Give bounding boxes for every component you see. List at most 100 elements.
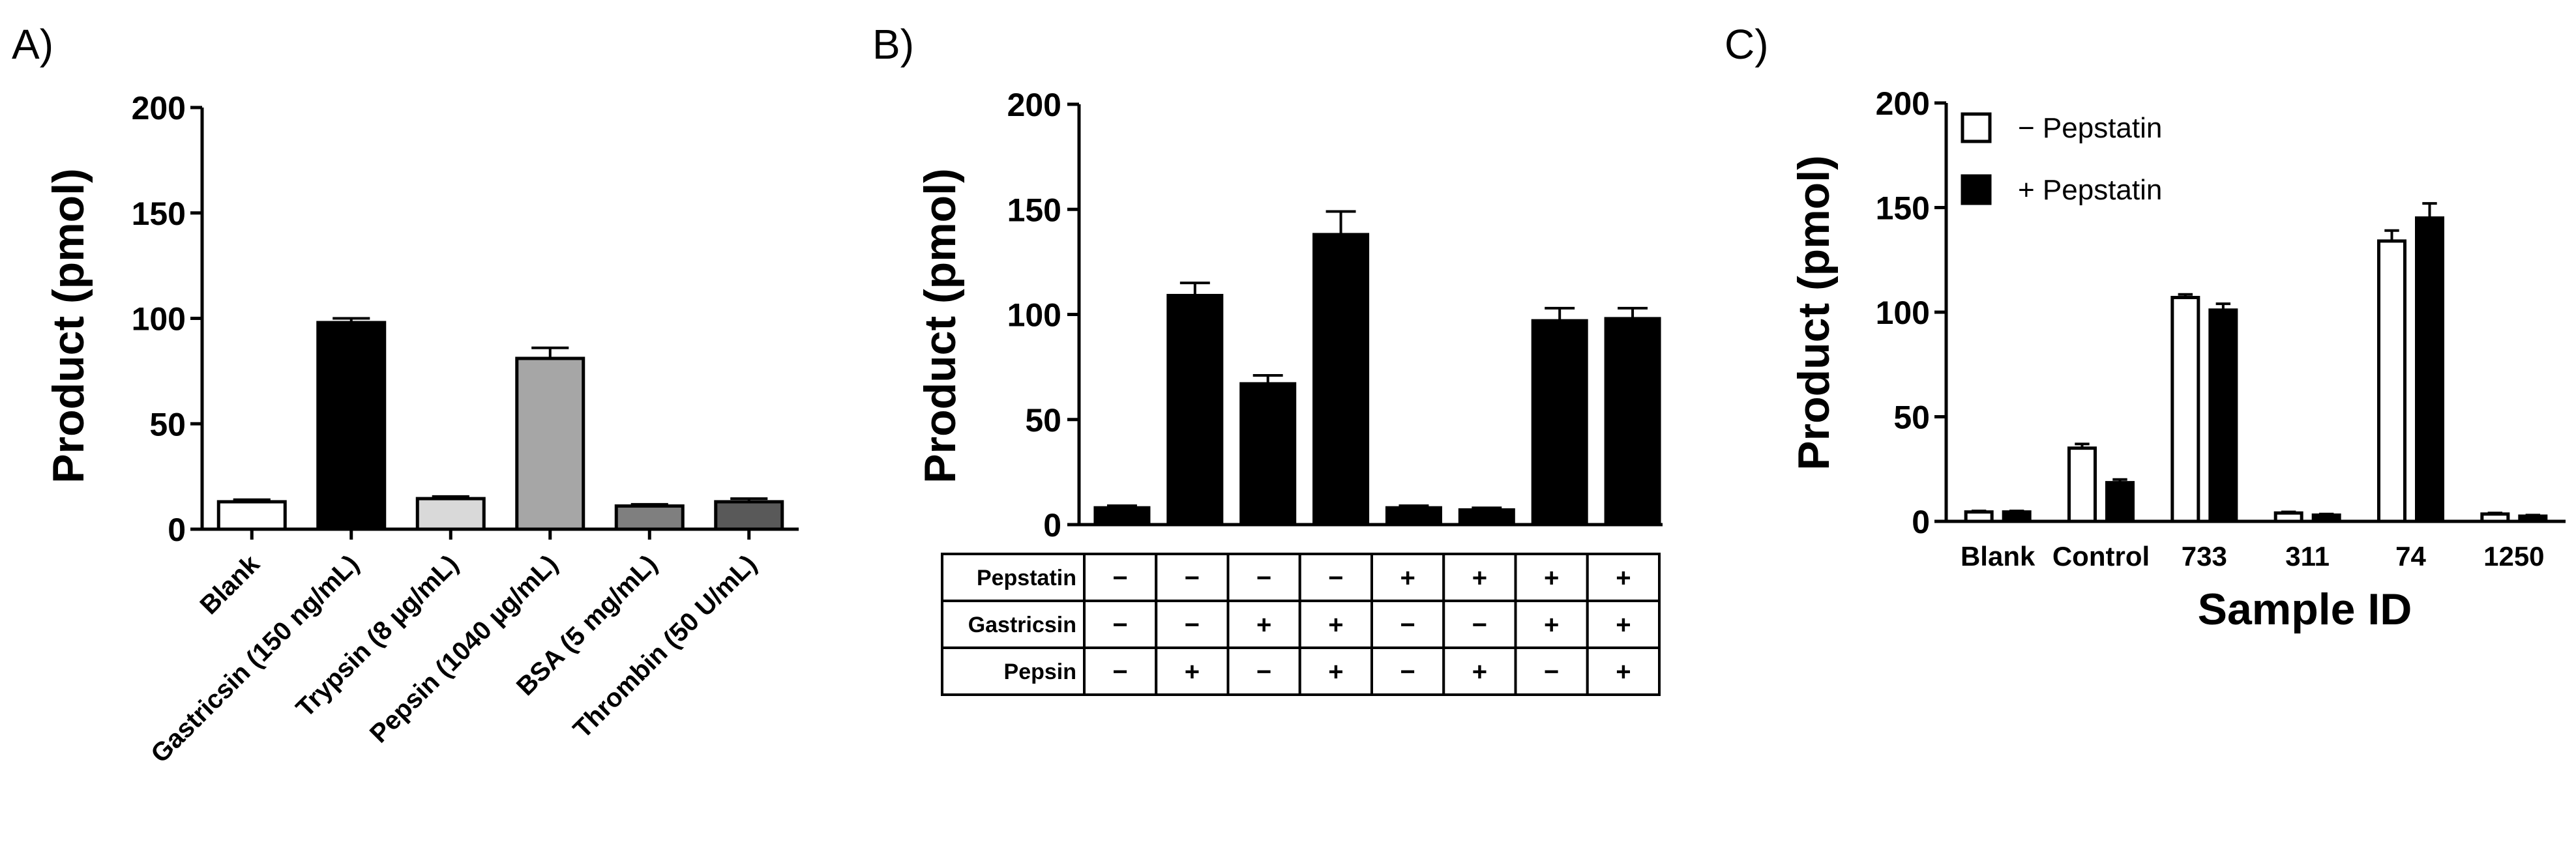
table-sign: + — [1616, 611, 1631, 639]
panel-c-bar — [2170, 296, 2200, 523]
panel-c-bar — [2067, 446, 2097, 523]
panel-c-bar — [2518, 514, 2548, 523]
table-row-label: Pepstatin — [977, 566, 1076, 590]
panel-c-label: C) — [1725, 21, 1769, 68]
panel-b-bar — [1093, 506, 1151, 527]
panel-c-bar — [2105, 481, 2135, 523]
y-tick-label: 50 — [149, 406, 186, 443]
panel-a-bar — [216, 500, 287, 531]
table-sign: + — [1328, 611, 1343, 639]
table-sign: − — [1328, 564, 1343, 592]
panel-a-bar — [316, 321, 387, 531]
table-sign: − — [1185, 564, 1200, 592]
y-tick-label: 100 — [1876, 295, 1930, 331]
panel-c-bar — [2002, 510, 2032, 523]
table-cell — [1514, 553, 1589, 602]
panel-a-label: A) — [12, 21, 53, 68]
panel-c-bar — [2273, 511, 2303, 523]
y-tick-label: 200 — [132, 90, 186, 126]
y-tick-label: 0 — [1912, 504, 1930, 540]
table-sign: + — [1616, 658, 1631, 686]
table-cell — [1586, 646, 1661, 696]
x-tick-label: Control — [2052, 541, 2150, 572]
y-tick-label: 0 — [1043, 507, 1061, 544]
panel-b-bar — [1239, 382, 1297, 527]
panel-c-bar-chart: C) Product (pmol) Sample ID 0 50 100 150 200… — [1725, 21, 2566, 634]
x-tick-label: Gastricsin (150 ng/mL) — [145, 549, 364, 768]
table-sign: − — [1256, 564, 1271, 592]
table-cell — [1083, 600, 1158, 649]
panel-b-y-ticks: 0 50 100 150 200 — [1007, 87, 1061, 544]
y-tick-label: 100 — [1007, 297, 1061, 334]
x-tick-label: Blank — [194, 549, 265, 620]
x-tick-label: Blank — [1961, 541, 2036, 572]
panel-c-bar — [2415, 216, 2444, 523]
table-sign: − — [1544, 658, 1559, 686]
panel-b-bar-chart: B) Product (pmol) 0 50 100 150 200 Pepstatin… — [872, 21, 1663, 696]
panel-b-bar — [1531, 319, 1588, 527]
table-sign: + — [1400, 564, 1415, 592]
panel-a-bar — [614, 504, 685, 531]
y-tick-label: 150 — [1007, 192, 1061, 228]
table-sign: + — [1544, 564, 1559, 592]
table-sign: + — [1472, 658, 1487, 686]
legend-entry: − Pepstatin — [2018, 112, 2162, 144]
panel-c-x-axis-title: Sample ID — [2198, 585, 2412, 634]
y-tick-label: 150 — [132, 196, 186, 232]
panel-b-treatment-table: Pepstatin − − − − + + + + Gastricsin − − + + − − + + Pepsi… — [941, 553, 1661, 696]
y-tick-label: 50 — [1025, 402, 1061, 439]
panel-c-legend: − Pepstatin + Pepstatin — [1961, 112, 2162, 206]
table-cell — [1155, 646, 1230, 696]
panel-a-bar — [415, 497, 486, 531]
table-cell — [1442, 553, 1517, 602]
table-sign: + — [1616, 564, 1631, 592]
panel-a-y-ticks: 0 50 100 150 200 — [132, 90, 186, 548]
table-sign: + — [1544, 611, 1559, 639]
table-row-label: Gastricsin — [968, 613, 1076, 637]
x-tick-label: Thrombin (50 U/mL) — [568, 549, 762, 744]
table-cell — [1298, 646, 1373, 696]
table-sign: − — [1112, 658, 1127, 686]
table-sign: + — [1185, 658, 1200, 686]
panel-c-bar — [1964, 510, 1994, 523]
table-cell — [1514, 646, 1589, 696]
table-sign: − — [1112, 564, 1127, 592]
table-sign: − — [1472, 611, 1487, 639]
panel-c-bar — [2377, 239, 2406, 523]
panel-a-axes — [190, 106, 799, 531]
panel-c-bars — [1964, 202, 2548, 523]
legend-swatch — [1961, 174, 1992, 205]
panel-b-bar — [1312, 233, 1370, 527]
y-tick-label: 50 — [1893, 399, 1930, 436]
panel-a-bars — [216, 317, 784, 540]
table-sign: − — [1400, 658, 1415, 686]
table-row-header-cell — [941, 553, 1086, 602]
table-cell — [1226, 646, 1301, 696]
x-tick-label: Trypsin (8 µg/mL) — [291, 549, 464, 723]
panel-a-y-axis-title: Product (pmol) — [44, 168, 93, 484]
panel-b-bar — [1458, 508, 1515, 527]
x-tick-label: 311 — [2285, 541, 2330, 572]
table-cell — [1370, 646, 1445, 696]
x-tick-label: 733 — [2182, 541, 2227, 572]
x-tick-label: 74 — [2395, 541, 2426, 572]
panel-c-bar — [2311, 513, 2341, 523]
panel-c-axes — [1934, 101, 2566, 523]
table-sign: − — [1256, 658, 1271, 686]
y-tick-label: 150 — [1876, 190, 1930, 227]
panel-c-y-ticks: 0 50 100 150 200 — [1876, 85, 1930, 540]
table-sign: + — [1472, 564, 1487, 592]
table-sign: + — [1256, 611, 1271, 639]
panel-b-y-axis-title: Product (pmol) — [915, 168, 965, 484]
panel-c-bar — [2480, 512, 2510, 523]
panel-c-y-axis-title: Product (pmol) — [1789, 155, 1839, 471]
panel-b-bar — [1166, 293, 1224, 527]
table-cell — [1514, 600, 1589, 649]
panel-a-bar — [714, 500, 784, 531]
panel-b-bar — [1385, 506, 1442, 527]
table-cell — [1083, 646, 1158, 696]
panel-b-bars — [1093, 210, 1661, 527]
y-tick-label: 200 — [1007, 87, 1061, 123]
table-cell — [1586, 600, 1661, 649]
